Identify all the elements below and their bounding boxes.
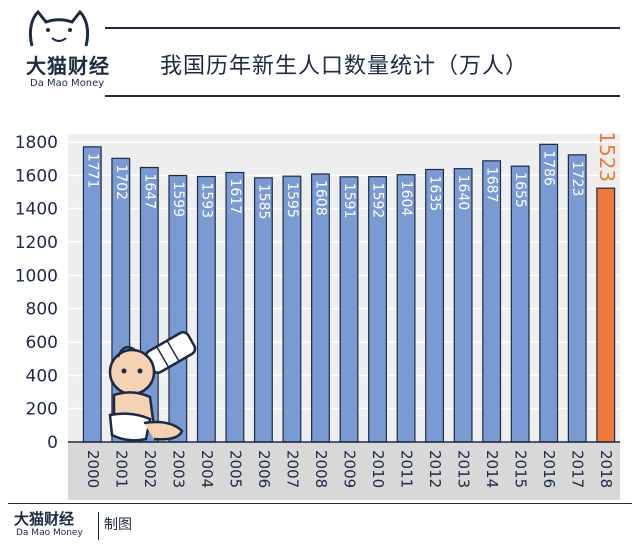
y-tick-label: 1600 — [15, 166, 58, 186]
footer-rule — [8, 503, 632, 504]
y-tick-label: 800 — [26, 300, 58, 320]
x-tick-label: 2006 — [255, 450, 273, 488]
data-label: 1592 — [370, 183, 386, 219]
y-tick-label: 1000 — [15, 266, 58, 286]
bar — [82, 146, 102, 443]
y-tick-label: 400 — [26, 366, 58, 386]
data-label: 1771 — [84, 153, 100, 189]
footer-divider — [98, 512, 99, 540]
bar — [482, 160, 502, 443]
data-label: 1723 — [569, 161, 585, 197]
x-axis: 2000 2001 2002 2003 2004 2005 2006 2007 2008 2009… — [84, 450, 615, 488]
x-tick-label: 2008 — [312, 450, 330, 488]
x-tick-label: 2007 — [283, 450, 301, 488]
data-label: 1523 — [595, 131, 619, 182]
x-tick-label: 2015 — [512, 450, 530, 488]
footer-credit: 制图 — [104, 517, 132, 533]
bar — [539, 143, 559, 443]
x-tick-label: 2001 — [112, 450, 130, 488]
data-label: 1647 — [141, 174, 157, 210]
data-label: 1595 — [284, 182, 300, 218]
brand-name-en: Da Mao Money — [30, 78, 105, 89]
x-tick-label: 2011 — [398, 450, 416, 488]
data-label: 1655 — [512, 172, 528, 208]
data-label: 1635 — [427, 176, 443, 212]
x-tick-label: 2009 — [341, 450, 359, 488]
title-top-rule — [105, 27, 620, 29]
data-label: 1604 — [398, 181, 414, 217]
x-tick-label: 2000 — [84, 450, 102, 488]
data-label: 1593 — [198, 183, 214, 219]
data-label: 1640 — [455, 175, 471, 211]
bar — [596, 187, 616, 443]
data-label: 1608 — [312, 180, 328, 216]
data-label: 1599 — [170, 182, 186, 218]
bar — [567, 154, 587, 443]
data-label: 1585 — [255, 184, 271, 220]
data-label: 1591 — [341, 183, 357, 219]
title-bottom-rule — [105, 95, 620, 97]
x-tick-label: 2013 — [455, 450, 473, 488]
data-label: 1702 — [113, 164, 129, 200]
cat-logo-icon — [28, 9, 90, 47]
x-tick-label: 2010 — [369, 450, 387, 488]
x-axis-band — [68, 442, 620, 500]
x-tick-label: 2012 — [426, 450, 444, 488]
x-tick-label: 2016 — [540, 450, 558, 488]
footer-brand-en: Da Mao Money — [16, 528, 83, 538]
x-tick-label: 2002 — [141, 450, 159, 488]
x-tick-label: 2005 — [226, 450, 244, 488]
y-tick-label: 600 — [26, 333, 58, 353]
brand-name-cn: 大猫财经 — [26, 54, 110, 78]
bars: 1771 1702 1647 1599 1593 1617 1585 1595 1608 1591… — [82, 131, 619, 443]
data-label: 1786 — [541, 150, 557, 186]
footer-brand-cn: 大猫财经 — [14, 510, 75, 528]
data-label: 1687 — [484, 167, 500, 203]
y-tick-label: 0 — [47, 433, 58, 453]
x-tick-label: 2017 — [569, 450, 587, 488]
y-axis: 0 200 400 600 800 1000 1200 1400 1600 1800 — [15, 133, 58, 453]
x-tick-label: 2004 — [198, 450, 216, 488]
x-tick-label: 2003 — [169, 450, 187, 488]
brand-logo: 大猫财经 Da Mao Money — [10, 8, 110, 108]
chart-title: 我国历年新生人口数量统计（万人） — [160, 54, 529, 79]
y-tick-label: 1800 — [15, 133, 58, 153]
y-tick-label: 1400 — [15, 200, 58, 220]
x-tick-label: 2018 — [597, 450, 615, 488]
baby-bottle-illustration-icon — [108, 331, 197, 442]
x-tick-label: 2014 — [483, 450, 501, 488]
y-tick-label: 1200 — [15, 233, 58, 253]
data-label: 1617 — [227, 179, 243, 215]
y-tick-label: 200 — [26, 400, 58, 420]
